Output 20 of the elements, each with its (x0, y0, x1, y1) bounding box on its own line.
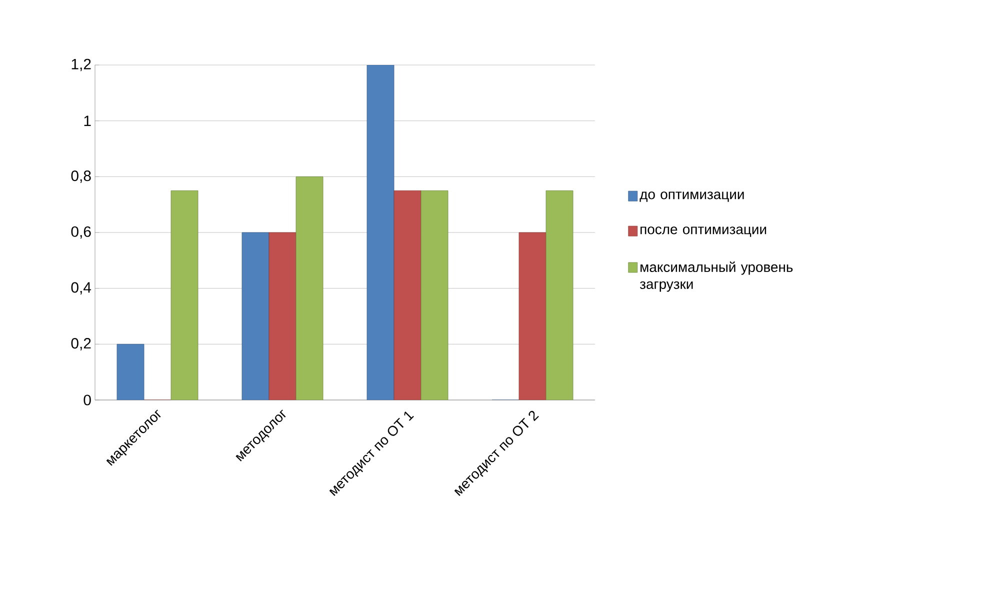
bar (394, 190, 422, 400)
legend-label: после оптимизации (640, 226, 766, 237)
bar (546, 190, 574, 400)
y-tick-label: 0,8 (71, 170, 91, 183)
y-tick-label: 1 (84, 116, 91, 126)
bar (268, 232, 296, 400)
bar (518, 232, 546, 400)
bar (170, 190, 198, 400)
bar (296, 176, 324, 400)
bar (242, 232, 270, 400)
y-tick-label: 0 (84, 394, 91, 406)
y-tick-label: 0,2 (71, 338, 91, 350)
y-tick-label: 1,2 (72, 58, 91, 72)
legend-label: до оптимизации (640, 192, 744, 202)
bar (366, 64, 394, 400)
legend-label: максимальный уровень загрузки (640, 262, 793, 292)
bar (420, 190, 448, 400)
bar (116, 344, 144, 400)
y-tick-label: 0,6 (71, 226, 91, 239)
y-tick-label: 0,4 (71, 282, 92, 294)
